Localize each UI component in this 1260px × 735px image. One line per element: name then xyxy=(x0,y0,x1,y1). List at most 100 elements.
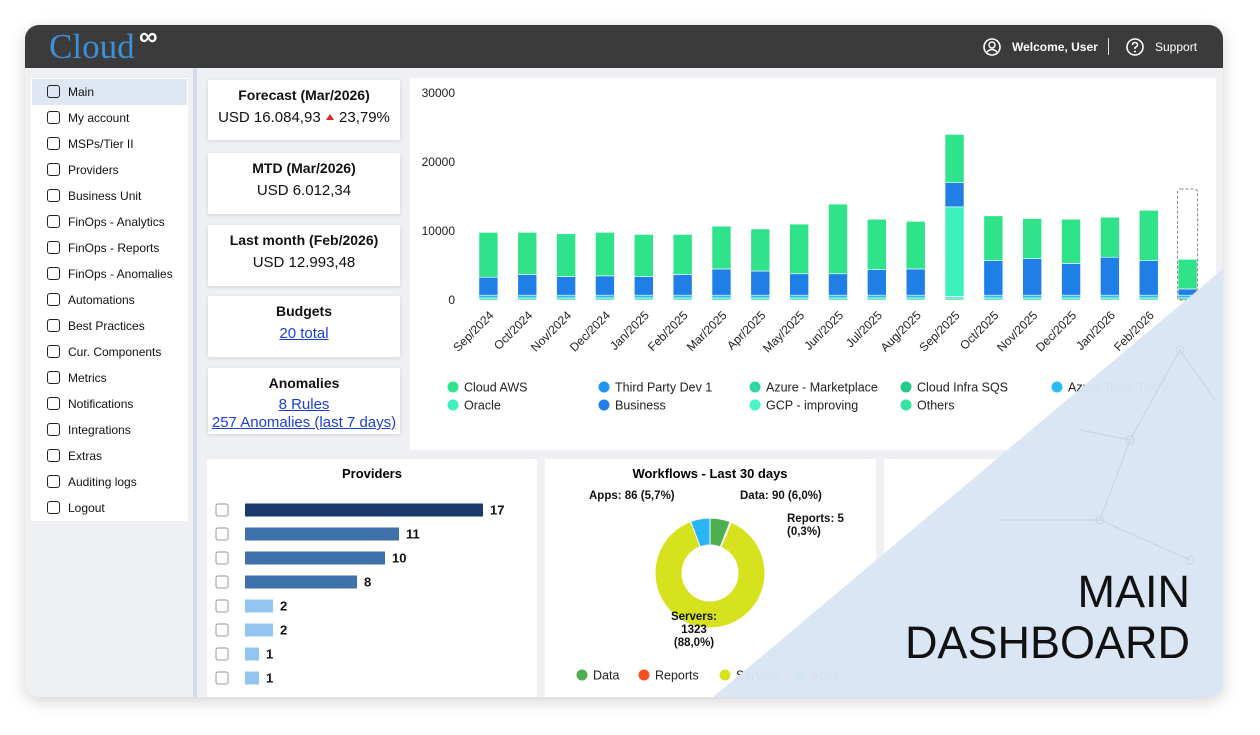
sidebar-item[interactable]: FinOps - Anomalies xyxy=(32,261,187,287)
logo-mark: ∞ xyxy=(139,25,158,51)
value-label: 2 xyxy=(280,623,287,638)
anomalies-link[interactable]: 257 Anomalies (last 7 days) xyxy=(211,414,397,431)
overlay-pattern xyxy=(1000,345,1216,565)
sidebar-label: FinOps - Reports xyxy=(68,241,160,255)
overlay-title: MAIN DASHBOARD xyxy=(904,566,1190,668)
mtd-card: MTD (Mar/2026) USD 6.012,34 xyxy=(208,153,400,214)
sidebar-label: Logout xyxy=(68,501,105,515)
forecast-value: USD 16.084,93 xyxy=(218,109,321,126)
sidebar-item[interactable]: MSPs/Tier II xyxy=(32,131,187,157)
card-value: USD 6.012,34 xyxy=(256,182,352,199)
sidebar-label: Business Unit xyxy=(68,189,142,203)
provider-icon xyxy=(215,575,229,589)
legend-label[interactable]: Others xyxy=(917,399,955,413)
bar-segment xyxy=(1138,210,1159,261)
welcome[interactable]: Welcome, User xyxy=(1012,40,1098,54)
sidebar-icon xyxy=(47,267,60,280)
legend-label[interactable]: Third Party Dev 1 xyxy=(615,381,712,395)
provider-icon xyxy=(215,503,229,517)
app-window: Cloud ∞ Welcome, User Support Forecast (… xyxy=(25,25,1223,697)
sidebar-icon xyxy=(47,189,60,202)
value-label: 1 xyxy=(266,671,273,686)
sidebar-item[interactable]: Cur. Components xyxy=(32,339,187,365)
sidebar-icon xyxy=(47,475,60,488)
sidebar-item[interactable]: Notifications xyxy=(32,391,187,417)
sidebar-label: FinOps - Anomalies xyxy=(68,267,173,281)
y-tick-label: 20000 xyxy=(422,155,456,169)
overlay-shape xyxy=(713,268,1223,697)
legend-marker xyxy=(598,399,610,411)
sidebar xyxy=(31,78,188,521)
sidebar-item[interactable]: Best Practices xyxy=(32,313,187,339)
legend-marker xyxy=(447,399,459,411)
legend-label[interactable]: Data xyxy=(593,669,619,683)
provider-icon xyxy=(215,671,229,685)
legend-label[interactable]: Cloud Infra SQS xyxy=(917,381,1008,395)
sidebar-item[interactable]: FinOps - Reports xyxy=(32,235,187,261)
legend-marker xyxy=(638,669,650,681)
sidebar-icon xyxy=(47,111,60,124)
legend-label[interactable]: Oracle xyxy=(464,399,501,413)
sidebar-item[interactable]: FinOps - Analytics xyxy=(32,209,187,235)
legend-marker xyxy=(749,381,761,393)
legend-label[interactable]: Business xyxy=(615,399,666,413)
sidebar-item[interactable]: Business Unit xyxy=(32,183,187,209)
bar-segment xyxy=(517,232,538,275)
sidebar-label: Best Practices xyxy=(68,319,145,333)
provider-icon xyxy=(215,647,229,661)
divider xyxy=(193,68,197,697)
card-title: Budgets xyxy=(276,303,332,319)
bar-segment xyxy=(633,234,654,277)
help-icon[interactable] xyxy=(1125,37,1145,57)
sidebar-icon xyxy=(47,371,60,384)
y-tick-label: 0 xyxy=(448,293,455,307)
budgets-link[interactable]: 20 total xyxy=(279,325,329,342)
sidebar-item[interactable]: Providers xyxy=(32,157,187,183)
forecast-change: 23,79% xyxy=(339,109,390,126)
legend-label[interactable]: Cloud AWS xyxy=(464,381,527,395)
forecast-card: Forecast (Mar/2026) USD 16.084,93 23,79% xyxy=(208,80,400,140)
bar-segment xyxy=(789,223,809,275)
sidebar-icon xyxy=(47,423,60,436)
sidebar-item[interactable]: My account xyxy=(32,105,187,131)
sidebar-item[interactable]: Auditing logs xyxy=(32,469,187,495)
value-label: 17 xyxy=(490,503,504,518)
sidebar-item[interactable]: Metrics xyxy=(32,365,187,391)
sidebar-item[interactable]: Logout xyxy=(32,495,187,521)
legend-label[interactable]: Reports xyxy=(655,669,699,683)
sidebar-label: MSPs/Tier II xyxy=(68,137,134,151)
card-title: Anomalies xyxy=(268,375,340,391)
sidebar-icon xyxy=(47,215,60,228)
legend-marker xyxy=(576,669,588,681)
value-label: 1 xyxy=(266,647,273,662)
sidebar-item[interactable]: Extras xyxy=(32,443,187,469)
logo[interactable]: Cloud xyxy=(49,27,135,66)
bar-segment xyxy=(595,232,615,277)
user-icon[interactable] xyxy=(982,37,1002,57)
sidebar-item[interactable]: Integrations xyxy=(32,417,187,443)
sidebar-icon xyxy=(47,501,60,514)
sidebar-label: Metrics xyxy=(68,371,107,385)
bar-segment xyxy=(556,233,576,277)
sidebar-icon xyxy=(47,319,60,332)
value-label: 2 xyxy=(280,599,287,614)
bar xyxy=(245,551,385,565)
sidebar-label: Cur. Components xyxy=(68,345,162,359)
support[interactable]: Support xyxy=(1155,40,1198,54)
legend-label[interactable]: GCP - improving xyxy=(766,399,858,413)
sidebar-label: My account xyxy=(68,111,130,125)
value-label: 8 xyxy=(364,575,371,590)
rules-link[interactable]: 8 Rules xyxy=(278,396,330,413)
bar-segment xyxy=(867,218,887,270)
sidebar-item[interactable]: Automations xyxy=(32,287,187,313)
bar-segment xyxy=(828,203,848,275)
overlay xyxy=(713,268,1223,697)
sidebar-item[interactable]: Main xyxy=(32,79,187,105)
sidebar-label: Notifications xyxy=(68,397,134,411)
separator xyxy=(1108,38,1109,55)
provider-icon xyxy=(215,623,229,637)
legend-marker xyxy=(749,399,761,411)
card-title: Last month (Feb/2026) xyxy=(229,232,379,248)
legend-label[interactable]: Azure - Marketplace xyxy=(766,381,878,395)
header xyxy=(25,25,1223,68)
